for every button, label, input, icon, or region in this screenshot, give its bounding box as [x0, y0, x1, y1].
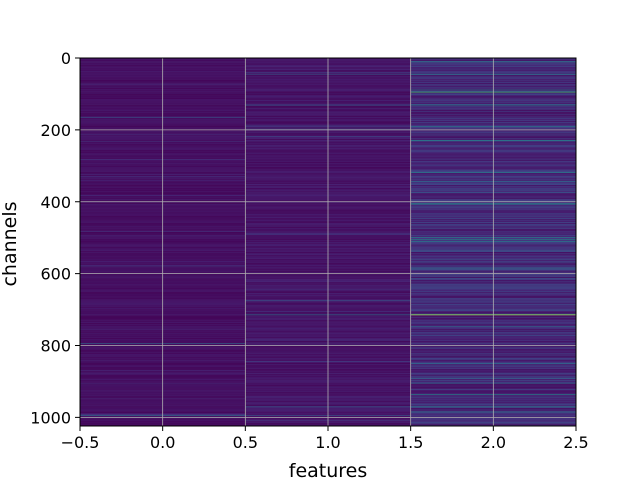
- x-tick-label: 0.5: [233, 433, 258, 452]
- y-tick-label: 0: [61, 49, 71, 68]
- x-tick-label: −0.5: [61, 433, 100, 452]
- y-axis-ticks: 0 200 400 600 800 1000: [30, 49, 80, 427]
- x-tick-label: 2.0: [481, 433, 506, 452]
- x-tick-label: 1.5: [398, 433, 423, 452]
- x-tick-label: 2.5: [563, 433, 588, 452]
- y-axis-label: channels: [0, 201, 21, 286]
- x-axis-ticks: −0.5 0.0 0.5 1.0 1.5 2.0 2.5: [61, 426, 589, 452]
- y-tick-label: 600: [40, 265, 71, 284]
- y-tick-label: 400: [40, 193, 71, 212]
- y-tick-label: 800: [40, 337, 71, 356]
- x-axis-label: features: [289, 460, 368, 480]
- x-tick-label: 1.0: [315, 433, 340, 452]
- y-tick-label: 1000: [30, 408, 71, 427]
- x-tick-label: 0.0: [150, 433, 175, 452]
- y-tick-label: 200: [40, 121, 71, 140]
